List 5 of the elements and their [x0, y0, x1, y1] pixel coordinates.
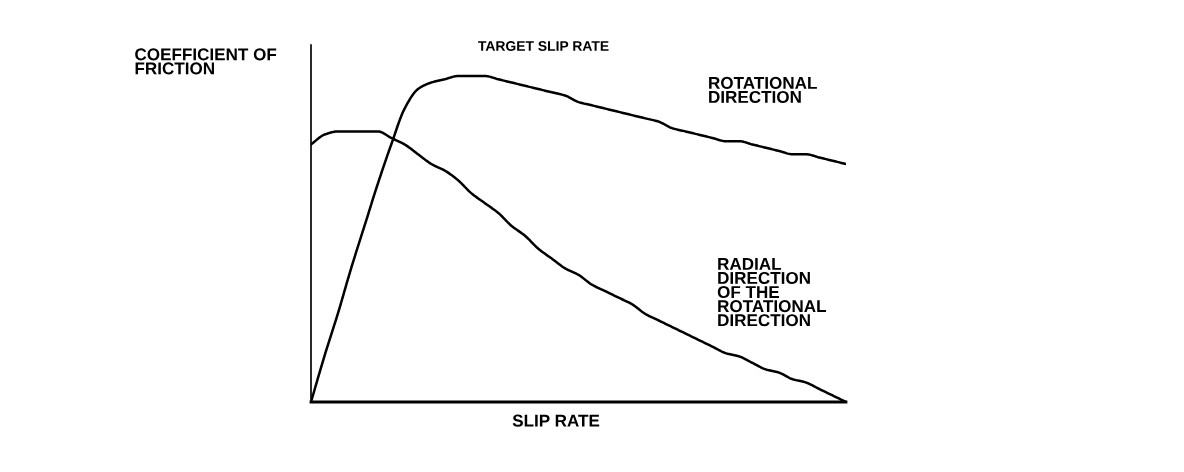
y-axis-title: COEFFICIENT OF FRICTION: [135, 48, 277, 75]
series-label: ROTATIONAL DIRECTION: [709, 76, 817, 104]
chart-title: TARGET SLIP RATE: [478, 41, 609, 51]
x-axis-title: SLIP RATE: [512, 414, 600, 427]
series-label: RADIAL DIRECTION OF THE ROTATIONAL DIRECTION: [717, 258, 826, 327]
